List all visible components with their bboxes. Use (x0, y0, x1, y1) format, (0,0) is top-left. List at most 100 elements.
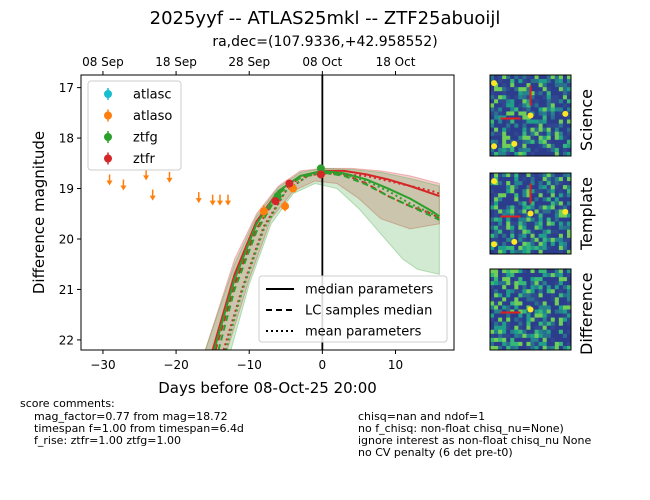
stamp-pixel (514, 103, 519, 108)
stamp-pixel (522, 249, 527, 255)
stamp-pixel (526, 177, 531, 182)
stamp-pixel (558, 289, 564, 294)
stamp-pixel (542, 233, 547, 239)
stamp-pixel (546, 79, 552, 84)
stamp-source (527, 112, 534, 119)
stamp-pixel (490, 289, 495, 294)
stamp-pixel (558, 293, 564, 298)
stamp-pixel (554, 87, 560, 92)
stamp-pixel (566, 341, 572, 347)
stamp-pixel (538, 229, 543, 235)
stamp-pixel (550, 337, 556, 343)
stamp-pixel (490, 173, 495, 178)
stamp-pixel (494, 147, 499, 153)
stamp-pixel (510, 209, 515, 214)
stamp-pixel (554, 345, 560, 351)
stamp-pixel (506, 87, 511, 92)
stamp-pixel (506, 91, 511, 96)
stamp-pixel (490, 151, 495, 157)
stamp-pixel (494, 325, 499, 331)
stamp-pixel (506, 151, 511, 157)
stamp-pixel (554, 115, 560, 120)
stamp-pixel (498, 87, 503, 92)
stamp-pixel (522, 217, 527, 222)
stamp-pixel (562, 91, 568, 96)
stamp-pixel (546, 87, 552, 92)
stamp-pixel (494, 119, 499, 124)
stamp-pixel (490, 119, 495, 124)
stamp-pixel (562, 321, 568, 326)
stamp-pixel (530, 103, 535, 108)
stamp-pixel (526, 103, 531, 108)
stamp-pixel (498, 91, 503, 96)
stamp-pixel (526, 107, 531, 112)
stamp-pixel (490, 95, 495, 100)
data-point-ztfr (271, 197, 280, 206)
stamp-pixel (562, 127, 568, 132)
stamp-pixel (506, 193, 511, 198)
stamp-pixel (534, 209, 539, 214)
stamp-pixel (546, 111, 552, 116)
stamp-pixel (558, 281, 564, 286)
stamp-pixel (510, 293, 515, 298)
stamp-pixel (490, 123, 495, 128)
stamp-pixel (546, 83, 552, 88)
stamp-pixel (502, 87, 507, 92)
stamp-source (511, 140, 518, 147)
stamp-pixel (494, 273, 499, 278)
stamp-pixel (514, 321, 519, 326)
stamp-pixel (534, 127, 539, 132)
stamp-pixel (558, 305, 564, 310)
model-curve-ztfg-dashed (217, 171, 440, 350)
stamp-source (527, 306, 534, 313)
stamp-pixel (562, 79, 568, 84)
stamp-pixel (494, 213, 499, 218)
stamp-pixel (558, 95, 564, 100)
stamp-pixel (562, 245, 568, 251)
stamp-pixel (518, 289, 523, 294)
stamp-pixel (522, 197, 527, 202)
stamp-pixel (538, 135, 543, 141)
stamp-pixel (498, 233, 503, 239)
stamp-pixel (498, 325, 503, 331)
stamp-pixel (566, 103, 572, 108)
stamp-pixel (514, 225, 519, 230)
stamp-pixel (526, 345, 531, 351)
stamp-pixel (562, 241, 568, 247)
legend-label-ztfg: ztfg (133, 131, 158, 146)
stamp-pixel (498, 79, 503, 84)
stamp-pixel (526, 131, 531, 137)
stamp-pixel (546, 245, 552, 251)
stamp-pixel (546, 185, 552, 190)
stamp-pixel (506, 95, 511, 100)
stamp-pixel (510, 107, 515, 112)
stamp-pixel (558, 143, 564, 149)
stamp-pixel (510, 177, 515, 182)
stamp-pixel (490, 91, 495, 96)
stamp-pixel (538, 301, 543, 306)
stamp-pixel (514, 205, 519, 210)
stamp-pixel (566, 301, 572, 306)
stamp-pixel (514, 181, 519, 186)
stamp-pixel (506, 273, 511, 278)
score-comment-line: f_rise: ztfr=1.00 ztfg=1.00 (34, 434, 181, 447)
stamp-pixel (558, 147, 564, 153)
model-curve-ztfg-solid (213, 169, 440, 350)
stamp-pixel (510, 99, 515, 104)
stamp-pixel (546, 209, 552, 214)
stamp-pixel (526, 313, 531, 318)
stamp-pixel (558, 333, 564, 339)
upper-limit-arrow-atlaso (120, 185, 127, 191)
stamp-pixel (514, 333, 519, 339)
stamp-pixel (546, 277, 552, 282)
stamp-pixel (550, 329, 556, 335)
stamp-pixel (518, 305, 523, 310)
stamp-pixel (526, 301, 531, 306)
stamp-pixel (490, 233, 495, 239)
stamp-pixel (526, 87, 531, 92)
stamp-pixel (522, 309, 527, 314)
stamp-pixel (506, 329, 511, 335)
stamp-pixel (554, 131, 560, 137)
stamp-pixel (530, 241, 535, 247)
stamp-pixel (530, 95, 535, 100)
